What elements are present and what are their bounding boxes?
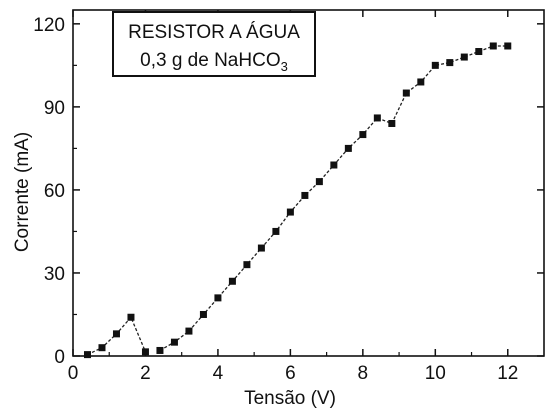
annotation-line-2: 0,3 g de NaHCO3 [140,50,288,74]
data-point [489,42,497,50]
x-axis-title: Tensão (V) [244,388,336,409]
data-point [185,327,193,335]
data-point [141,348,149,356]
data-point [156,346,164,354]
data-point [446,59,454,67]
y-tick-label: 0 [54,347,65,368]
x-tick-label: 0 [68,363,79,384]
data-point [504,42,512,50]
plot-frame [72,9,545,357]
data-point [475,48,483,56]
data-point [286,208,294,216]
y-axis-title: Corrente (mA) [12,132,33,252]
x-tick-label: 6 [285,363,296,384]
data-point [460,53,468,61]
data-point [228,277,236,285]
data-point [272,227,280,235]
y-tick-label: 90 [44,98,65,119]
x-tick-label: 2 [140,363,151,384]
data-point [330,161,338,169]
data-point [417,78,425,86]
data-point [127,313,135,321]
annotation-border [112,11,316,77]
x-tick-label: 10 [425,363,446,384]
data-point [83,351,91,359]
data-series [83,42,512,359]
data-point [388,119,396,127]
annotation-line-1: RESISTOR A ÁGUA [128,22,300,43]
data-point [112,330,120,338]
annotation-box: RESISTOR A ÁGUA 0,3 g de NaHCO3 [112,11,316,77]
data-point [170,338,178,346]
data-point [243,261,251,269]
data-point [373,114,381,122]
data-point [359,131,367,139]
y-tick-label: 30 [44,264,65,285]
x-tick-label: 4 [213,363,224,384]
data-point [257,244,265,252]
data-point [344,144,352,152]
annotation-line-2-text: 0,3 g de NaHCO [140,50,280,71]
data-point [431,61,439,69]
y-tick-label: 60 [44,181,65,202]
data-point [199,310,207,318]
y-tick-label: 120 [33,15,65,36]
data-point [301,191,309,199]
data-point [315,178,323,186]
data-point [98,344,106,352]
series-line-2 [159,45,508,352]
data-point [402,89,410,97]
data-point [214,294,222,302]
x-tick-label: 12 [497,363,518,384]
x-tick-label: 8 [358,363,369,384]
annotation-subscript: 3 [281,59,288,74]
